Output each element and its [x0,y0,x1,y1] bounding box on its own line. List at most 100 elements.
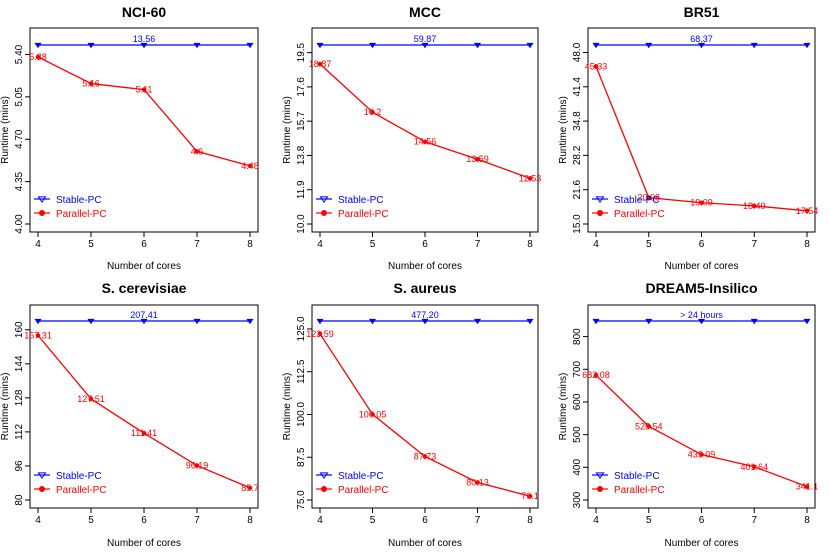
panel-4-legend-stable-marker [37,472,47,480]
panel-3-parallel-data-label: 17.54 [796,206,819,216]
panel-6-parallel-point [646,423,652,429]
panel-3-parallel-line [595,66,808,212]
panel-4-x-tick-label: 8 [247,515,253,526]
panel-1-y-axis-label: Runtime (mins) [0,96,11,164]
panel-1-x-tick-label: 5 [88,239,94,250]
panel-3-parallel-data-label: 19.09 [690,198,713,208]
panel-3-y-tick-label: 41.4 [572,77,583,97]
panel-1-title: NCI-60 [122,4,167,20]
panel-1-y-tick-label: 4.35 [14,171,25,191]
panel-1-stable-point [246,42,254,49]
panel-4-x-tick-label: 7 [194,515,200,526]
panel-2-stable-point [473,42,482,49]
panel-6-parallel-point [699,452,704,457]
panel-2-parallel-data-label: 12.53 [519,173,542,183]
panel-5-parallel-point [475,480,480,485]
panel-5-legend-parallel-marker [321,486,327,492]
panel-4-x-axis-label: Number of cores [107,538,181,549]
panel-3-title: BR51 [684,4,720,20]
panel-3-legend-parallel-marker [597,210,603,216]
panel-3-stable-point [645,42,653,49]
panel-3-legend-parallel-label: Parallel-PC [614,209,665,220]
panel-6-legend-stable-marker [595,472,605,480]
panel-6-parallel-data-label: 525.54 [635,421,663,431]
panel-5-x-tick-label: 7 [475,515,481,526]
panel-1-legend-stable-marker [37,196,47,204]
panel-3-x-tick-label: 5 [646,239,652,250]
panel-4-parallel-data-label: 85.7 [241,483,259,493]
panel-5-x-tick-label: 6 [422,515,428,526]
panel-5-y-axis-label: Runtime (mins) [282,373,293,441]
panel-2-x-axis-label: Number of cores [388,261,462,272]
panel-5-legend-stable-label: Stable-PC [338,471,384,482]
panel-1-legend-stable-label: Stable-PC [56,195,102,206]
panel-5-parallel-data-label: 100.05 [359,409,387,419]
panel-3-parallel-point [699,200,704,206]
panel-1-stable-point [87,42,95,49]
panel-4-y-tick-label: 128 [14,389,25,406]
panel-6-y-axis-label: Runtime (mins) [558,373,569,441]
panel-4-parallel-point [194,463,200,468]
panel-2-stable-value-label: 59.87 [414,34,437,44]
panel-6-parallel-point [751,464,757,470]
panel-5-parallel-data-label: 76.1 [521,491,539,501]
panel-3-parallel-data-label: 20.08 [637,193,660,203]
panel-2-x-tick-label: 4 [317,239,323,250]
panel-3-parallel-point [751,203,757,209]
panel-2-x-tick-label: 6 [422,239,428,250]
panel-1-parallel-data-label: 4.6 [191,146,204,156]
panel-3-x-tick-label: 7 [751,239,757,250]
panel-2-y-tick-label: 15.7 [296,111,307,131]
panel-1-parallel-data-label: 5.11 [136,85,153,95]
panel-3-parallel-data-label: 18.49 [743,201,766,211]
panel-5-x-tick-label: 4 [317,515,323,526]
panel-1-legend-parallel-label: Parallel-PC [56,209,107,220]
panel-6-parallel-data-label: 439.09 [688,450,716,460]
panel-4-stable-point [140,318,148,325]
panel-3-stable-point [750,42,758,49]
panel-4-y-axis-label: Runtime (mins) [0,373,11,441]
panel-4-x-tick-label: 6 [141,515,147,526]
panel-4-stable-value-label: 207.41 [130,310,158,320]
panel-6-stable-point [592,318,600,325]
panel-1-x-tick-label: 8 [247,239,253,250]
panel-5-legend-parallel-label: Parallel-PC [338,485,389,496]
panel-2-parallel-data-label: 13.59 [466,154,489,164]
panel-2-parallel-point [527,176,533,181]
panel-4-stable-point [87,318,95,325]
panel-1-parallel-point [35,54,41,60]
panel-2-parallel-point [317,61,323,67]
panel-6-stable-point [645,318,653,325]
panel-2-title: MCC [409,4,441,20]
panel-2-y-axis-label: Runtime (mins) [282,96,293,164]
panel-1-y-tick-label: 4.70 [14,129,25,149]
panel-6-x-tick-label: 7 [751,515,757,526]
panel-2-legend-stable-marker [319,196,329,204]
panel-6-y-tick-label: 600 [572,393,583,410]
panel-2-stable-point [421,42,429,49]
panel-4-parallel-point [35,333,41,338]
panel-5-y-tick-label: 100.0 [296,402,307,427]
panel-3-legend-stable-marker [595,196,605,204]
panel-4-parallel-line [37,335,251,489]
panel-4-parallel-data-label: 127.51 [77,394,105,404]
panel-1-x-axis-label: Number of cores [107,261,181,272]
panel-1-stable-point [34,42,42,49]
panel-4-y-tick-label: 80 [14,494,25,506]
panel-2-x-tick-label: 8 [527,239,533,250]
panel-3-y-tick-label: 48.0 [572,42,583,62]
panel-5-stable-point [473,318,482,325]
panel-6-y-tick-label: 300 [572,491,583,508]
panel-1-parallel-point [141,87,147,92]
panel-1-y-tick-label: 5.40 [14,44,25,64]
panel-6-y-tick-label: 800 [572,328,583,345]
panel-2-y-tick-label: 13.8 [296,145,307,165]
panel-4-x-tick-label: 5 [88,515,94,526]
panel-3-x-tick-label: 6 [699,239,705,250]
panel-6-parallel-point [593,372,599,378]
panel-6-parallel-point [804,484,810,489]
panel-6-stable-point [803,318,811,325]
panel-5-x-tick-label: 5 [370,515,376,526]
panel-6-x-axis-label: Number of cores [665,538,739,549]
